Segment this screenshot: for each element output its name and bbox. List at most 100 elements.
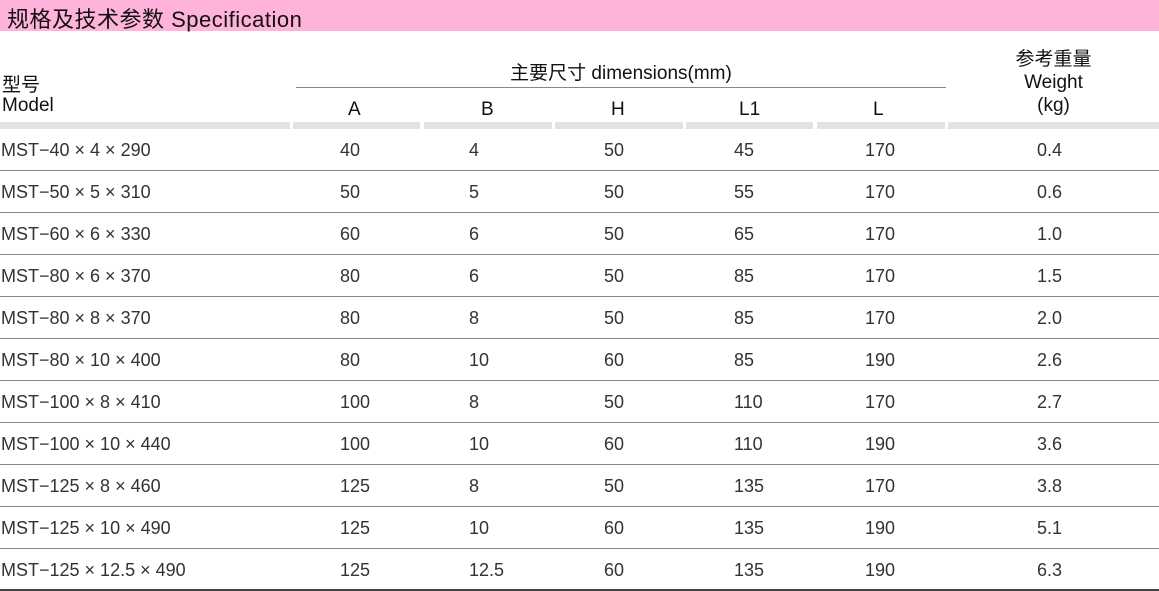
table-row: MST−40 × 4 × 290 40 4 50 45 170 0.4 xyxy=(0,129,1159,171)
cell-weight: 2.6 xyxy=(1037,350,1063,370)
header-bar xyxy=(293,122,420,129)
cell-l: 170 xyxy=(865,182,896,202)
header-bar xyxy=(817,122,945,129)
model-header-cn: 型号 xyxy=(2,75,41,96)
cell-a: 100 xyxy=(340,392,371,412)
cell-weight: 3.8 xyxy=(1037,476,1063,496)
cell-b: 4 xyxy=(469,140,480,160)
section-title: 规格及技术参数 Specification xyxy=(7,7,303,32)
col-header-l1: L1 xyxy=(739,99,761,120)
cell-weight: 1.5 xyxy=(1037,266,1063,286)
table-row: MST−80 × 6 × 370 80 6 50 85 170 1.5 xyxy=(0,255,1159,297)
cell-h: 50 xyxy=(604,224,625,244)
weight-header-unit: (kg) xyxy=(1037,95,1070,116)
cell-b: 10 xyxy=(469,434,490,454)
cell-b: 12.5 xyxy=(469,560,505,580)
weight-header-cn: 参考重量 xyxy=(1015,49,1092,70)
cell-model: MST−125 × 10 × 490 xyxy=(1,518,171,538)
table-row: MST−50 × 5 × 310 50 5 50 55 170 0.6 xyxy=(0,171,1159,213)
col-header-l: L xyxy=(873,99,884,120)
cell-l1: 65 xyxy=(734,224,755,244)
weight-header-en: Weight xyxy=(1024,72,1083,93)
cell-h: 50 xyxy=(604,266,625,286)
header-bar xyxy=(555,122,683,129)
cell-b: 8 xyxy=(469,392,480,412)
cell-l1: 135 xyxy=(734,560,765,580)
cell-l: 190 xyxy=(865,560,896,580)
cell-h: 50 xyxy=(604,476,625,496)
cell-l1: 55 xyxy=(734,182,755,202)
table-row: MST−80 × 10 × 400 80 10 60 85 190 2.6 xyxy=(0,339,1159,381)
cell-h: 60 xyxy=(604,350,625,370)
section-banner: 规格及技术参数 Specification xyxy=(0,0,1159,32)
cell-l1: 85 xyxy=(734,308,755,328)
cell-l: 190 xyxy=(865,434,896,454)
col-header-h: H xyxy=(611,99,625,120)
cell-weight: 1.0 xyxy=(1037,224,1063,244)
cell-a: 80 xyxy=(340,308,361,328)
cell-b: 10 xyxy=(469,518,490,538)
cell-a: 60 xyxy=(340,224,361,244)
table-row: MST−125 × 10 × 490 125 10 60 135 190 5.1 xyxy=(0,507,1159,549)
cell-l: 170 xyxy=(865,308,896,328)
cell-b: 10 xyxy=(469,350,490,370)
cell-l1: 110 xyxy=(734,392,763,412)
cell-model: MST−80 × 8 × 370 xyxy=(1,308,151,328)
cell-weight: 2.7 xyxy=(1037,392,1063,412)
cell-a: 80 xyxy=(340,266,361,286)
cell-weight: 6.3 xyxy=(1037,560,1063,580)
cell-l1: 135 xyxy=(734,518,765,538)
cell-h: 50 xyxy=(604,308,625,328)
cell-model: MST−60 × 6 × 330 xyxy=(1,224,151,244)
cell-weight: 3.6 xyxy=(1037,434,1063,454)
cell-b: 6 xyxy=(469,266,480,286)
cell-l1: 135 xyxy=(734,476,765,496)
cell-a: 100 xyxy=(340,434,371,454)
col-header-a: A xyxy=(348,99,361,120)
table-row: MST−100 × 8 × 410 100 8 50 110 170 2.7 xyxy=(0,381,1159,423)
cell-b: 6 xyxy=(469,224,480,244)
cell-h: 50 xyxy=(604,392,625,412)
table-row: MST−125 × 12.5 × 490 125 12.5 60 135 190 6.3 xyxy=(0,549,1159,591)
cell-model: MST−80 × 10 × 400 xyxy=(1,350,161,370)
table-row: MST−125 × 8 × 460 125 8 50 135 170 3.8 xyxy=(0,465,1159,507)
cell-l: 170 xyxy=(865,392,896,412)
cell-model: MST−100 × 10 × 440 xyxy=(1,434,171,454)
dimensions-header: 主要尺寸 dimensions(mm) xyxy=(510,63,732,84)
cell-h: 60 xyxy=(604,518,625,538)
cell-a: 125 xyxy=(340,476,371,496)
cell-a: 80 xyxy=(340,350,361,370)
cell-model: MST−50 × 5 × 310 xyxy=(1,182,151,202)
weight-header: 参考重量 Weight (kg) xyxy=(948,48,1159,117)
cell-l: 190 xyxy=(865,350,896,370)
cell-a: 40 xyxy=(340,140,361,160)
cell-weight: 0.4 xyxy=(1037,140,1063,160)
cell-weight: 0.6 xyxy=(1037,182,1063,202)
cell-a: 50 xyxy=(340,182,361,202)
cell-weight: 5.1 xyxy=(1037,518,1063,538)
cell-model: MST−125 × 12.5 × 490 xyxy=(1,560,186,580)
col-header-b: B xyxy=(481,99,494,120)
cell-l: 190 xyxy=(865,518,896,538)
header-bar xyxy=(686,122,813,129)
cell-l: 170 xyxy=(865,266,896,286)
cell-l: 170 xyxy=(865,140,896,160)
cell-model: MST−40 × 4 × 290 xyxy=(1,140,151,160)
cell-h: 50 xyxy=(604,182,625,202)
cell-model: MST−80 × 6 × 370 xyxy=(1,266,151,286)
cell-a: 125 xyxy=(340,560,371,580)
cell-model: MST−100 × 8 × 410 xyxy=(1,392,161,412)
cell-l1: 85 xyxy=(734,266,755,286)
cell-b: 5 xyxy=(469,182,480,202)
cell-model: MST−125 × 8 × 460 xyxy=(1,476,161,496)
cell-b: 8 xyxy=(469,476,480,496)
cell-l: 170 xyxy=(865,476,896,496)
cell-h: 60 xyxy=(604,560,625,580)
cell-h: 60 xyxy=(604,434,625,454)
dimensions-divider xyxy=(296,87,946,88)
header-bar xyxy=(948,122,1159,129)
table-row: MST−80 × 8 × 370 80 8 50 85 170 2.0 xyxy=(0,297,1159,339)
cell-l1: 45 xyxy=(734,140,755,160)
table-row: MST−100 × 10 × 440 100 10 60 110 190 3.6 xyxy=(0,423,1159,465)
cell-l: 170 xyxy=(865,224,896,244)
